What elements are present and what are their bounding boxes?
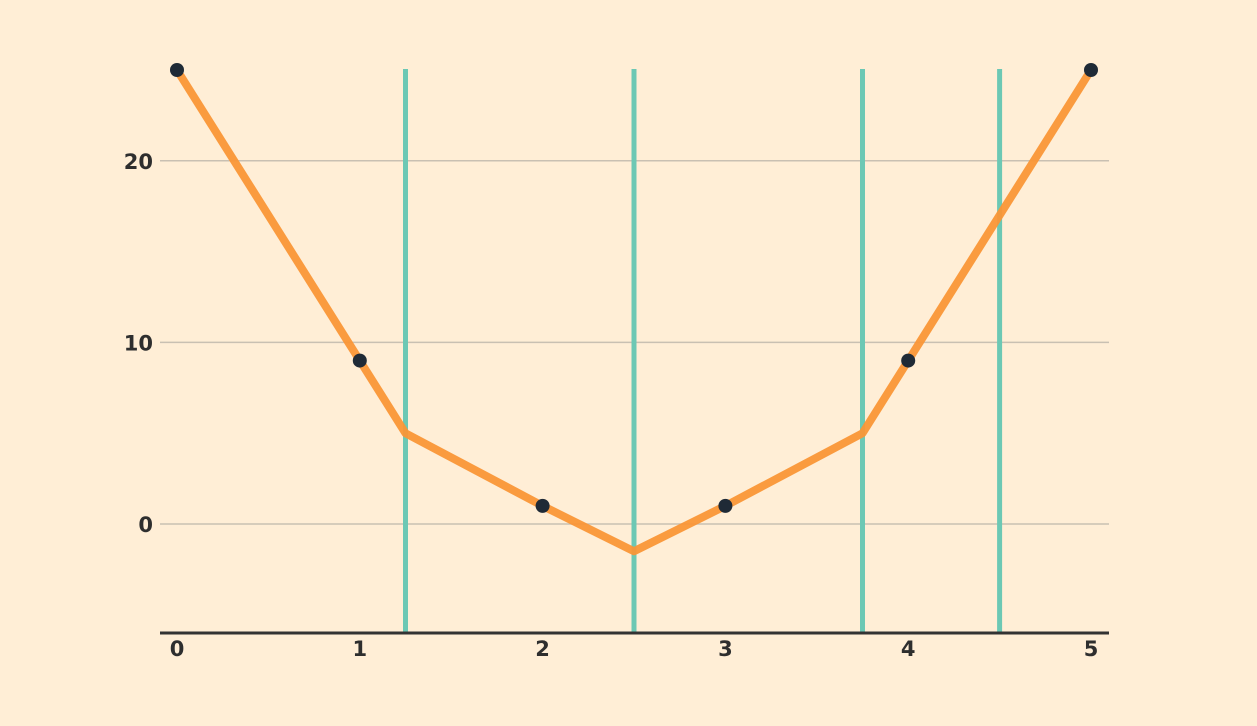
markers: [170, 63, 1098, 513]
series: [173, 66, 1095, 556]
y-tick-label: 20: [124, 150, 153, 174]
data-point-2: [535, 498, 550, 513]
x-tick-label: 2: [535, 637, 550, 661]
data-point-5: [1084, 63, 1098, 77]
data-point-1: [352, 353, 367, 368]
x-tick-label: 5: [1084, 637, 1099, 661]
y-tick-label: 10: [124, 331, 153, 355]
x-tick-label: 0: [170, 637, 185, 661]
data-point-3: [718, 498, 733, 513]
series-line-0: [173, 66, 1095, 556]
vertical-lines: [403, 69, 1003, 633]
x-tick-label: 1: [352, 637, 367, 661]
x-tick-label: 4: [901, 637, 916, 661]
data-point-0: [170, 63, 184, 77]
data-point-4: [901, 353, 916, 368]
y-tick-label: 0: [138, 513, 153, 537]
x-tick-labels: 0 1 2 3 4 5: [170, 637, 1099, 661]
x-tick-label: 3: [718, 637, 733, 661]
y-tick-labels: 0 10 20: [124, 150, 153, 537]
